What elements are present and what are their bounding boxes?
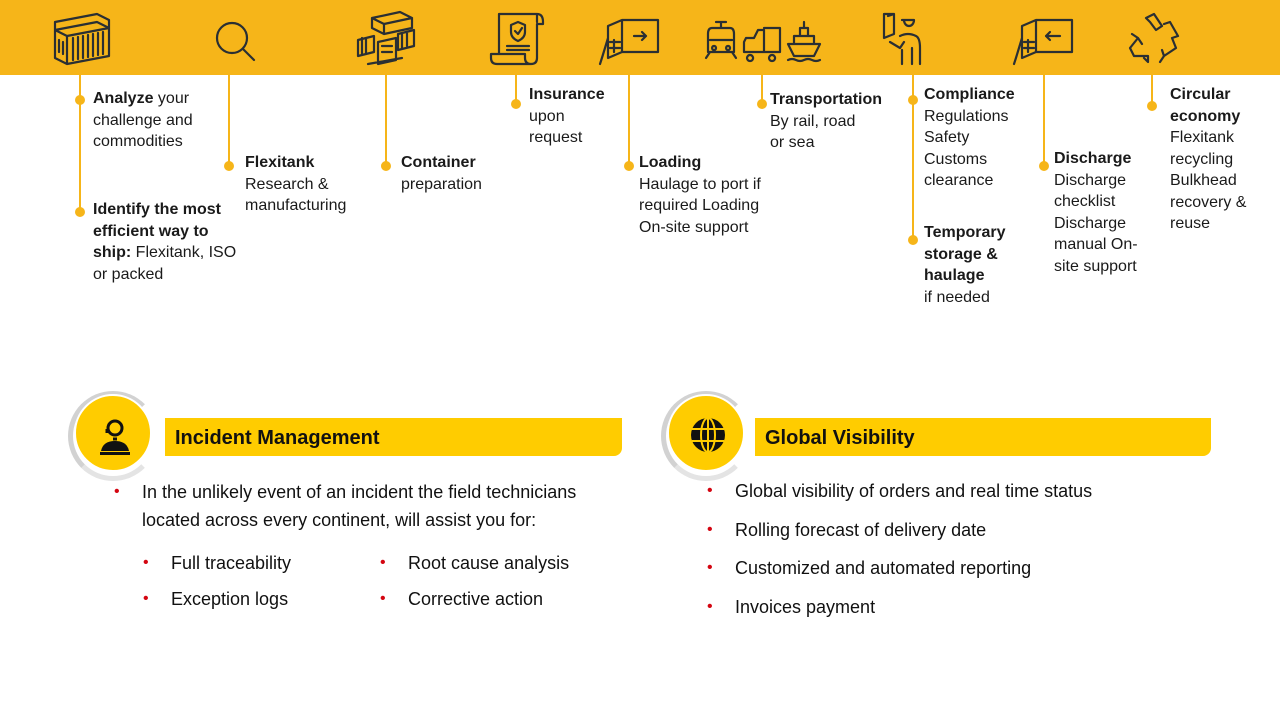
timeline-connector [1043,75,1045,167]
timeline-connector [912,75,914,241]
step-circular-economy: Circular economy Flexitank recycling Bulk… [1170,84,1265,235]
timeline-connector [628,75,630,167]
step-title: Container [401,154,476,171]
step-loading: Loading Haulage to port if required Loadi… [639,152,764,238]
timeline-dot [908,95,918,105]
step-title: Circular economy [1170,86,1241,125]
step-title: Transportation [770,91,883,108]
timeline-dot [224,161,234,171]
insurance-document-icon [485,8,555,70]
step-text: By rail, road or sea [770,112,856,152]
visibility-badge [667,394,745,472]
timeline-connector [79,75,81,213]
visibility-title: Global Visibility [755,418,1211,456]
step-text: your challenge and commodities [93,90,193,150]
visibility-bullet: Global visibility of orders and real tim… [707,477,1092,505]
timeline-dot [1147,101,1157,111]
step-container: Container preparation [401,152,511,195]
step-text: Flexitank recycling Bulkhead recovery & … [1170,129,1247,232]
step-analyze: Analyze your challenge and commodities [93,88,213,153]
customs-officer-icon [878,8,948,70]
timeline-connector [1151,75,1153,105]
timeline-connector [515,75,517,105]
step-text: upon request [529,107,583,147]
timeline-dot [624,161,634,171]
step-temporary-storage: Temporary storage & haulage if needed [924,222,1024,308]
decorative-ring [68,391,158,481]
timeline-connector [761,75,763,105]
step-text: preparation [401,175,482,193]
recycle-icon [1120,8,1190,70]
step-text: Discharge checklist Discharge manual On-… [1054,171,1138,275]
incident-bullet: Root cause analysis [380,549,569,577]
step-title: Discharge [1054,150,1132,167]
incident-bullet: Full traceability [143,549,291,577]
incident-title: Incident Management [165,418,622,456]
timeline-connector [385,75,387,167]
step-title: Loading [639,154,702,171]
step-title: Flexitank [245,154,315,171]
step-text: Research & manufacturing [245,175,347,215]
step-compliance: Compliance Regulations Safety Customs cle… [924,84,1029,192]
step-insurance: Insurance upon request [529,84,605,149]
step-title: Temporary storage & haulage [924,224,1006,284]
visibility-bullet: Customized and automated reporting [707,554,1031,582]
magnifier-icon [200,8,270,70]
incident-intro: In the unlikely event of an incident the… [114,478,632,534]
step-text: if needed [924,288,990,306]
container-discharge-icon [1012,8,1082,70]
step-text: Regulations Safety Customs clearance [924,107,1009,190]
step-title: Analyze [93,90,154,107]
step-title: Insurance [529,86,605,103]
visibility-bullet: Invoices payment [707,593,875,621]
decorative-ring [661,391,751,481]
timeline-dot [1039,161,1049,171]
container-preparation-icon [352,8,422,70]
step-transportation: Transportation By rail, road or sea [770,89,895,154]
timeline-dot [908,235,918,245]
incident-bullet: Exception logs [143,585,288,613]
step-text: Haulage to port if required Loading On-s… [639,175,761,236]
process-banner [0,0,1280,75]
timeline-dot [75,95,85,105]
timeline-dot [757,99,767,109]
step-title: Identify the most efficient way to ship: [93,201,222,261]
step-title: Compliance [924,86,1015,103]
step-text: Flexitank, ISO or packed [93,244,237,283]
incident-bullet: Corrective action [380,585,543,613]
shipping-container-icon [47,8,117,70]
globe-icon [691,417,725,453]
timeline-dot [75,207,85,217]
container-loading-icon [598,8,668,70]
step-flexitank: Flexitank Research & manufacturing [245,152,370,217]
train-truck-ship-icon [700,8,825,70]
visibility-bullet: Rolling forecast of delivery date [707,516,986,544]
step-identify: Identify the most efficient way to ship:… [93,199,238,285]
timeline-dot [381,161,391,171]
headset-agent-icon [100,419,130,455]
timeline-connector [228,75,230,167]
timeline-dot [511,99,521,109]
step-discharge: Discharge Discharge checklist Discharge m… [1054,148,1146,277]
incident-badge [74,394,152,472]
